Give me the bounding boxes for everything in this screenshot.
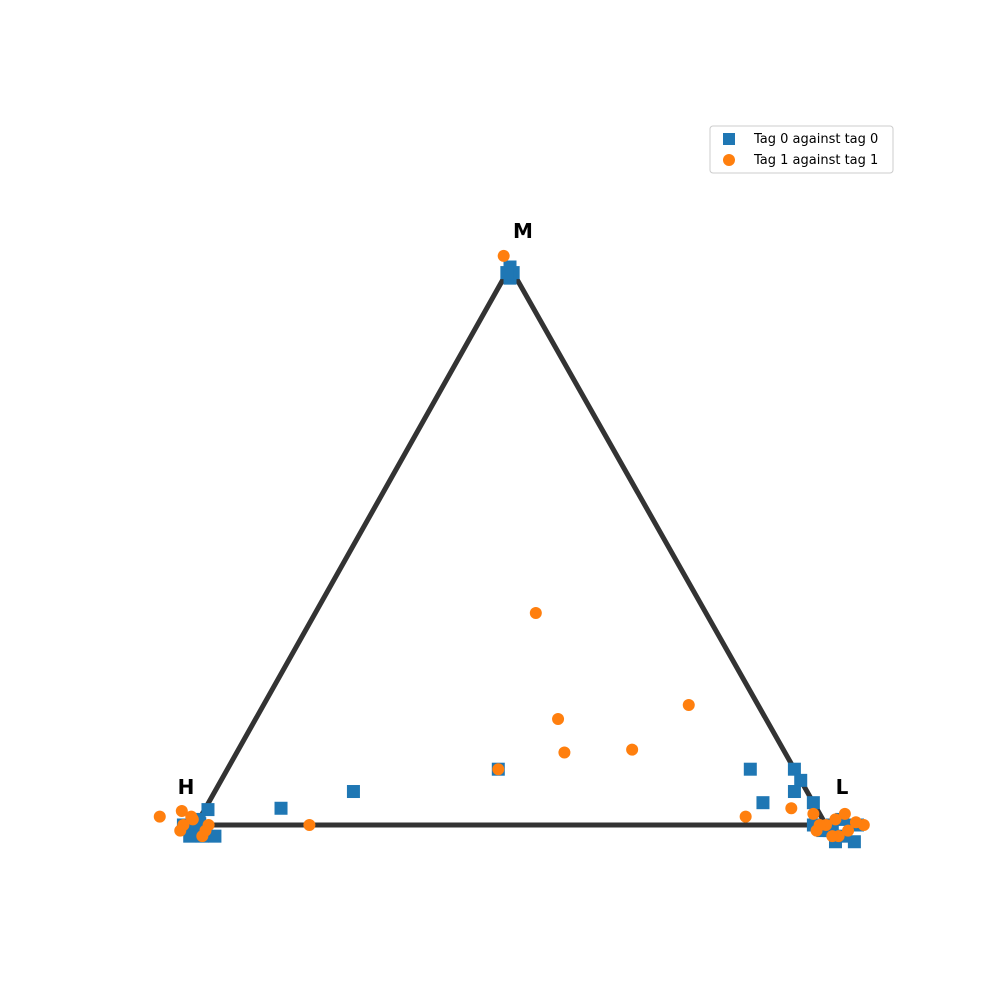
data-point-circle [826,830,839,843]
data-point-square [787,785,801,799]
data-point-circle [497,249,510,262]
legend-box [709,125,894,174]
data-point-circle [807,807,820,820]
data-point-square [346,785,360,799]
legend: Tag 0 against tag 0 Tag 1 against tag 1 [709,125,894,174]
data-point-circle [303,819,316,831]
series-tag0 [176,260,864,849]
data-point-circle [829,813,842,826]
data-point-square [806,796,820,810]
data-point-circle [785,802,798,815]
vertex-label-l: L [836,775,849,799]
data-point-square [787,762,801,776]
data-point-square [183,829,197,843]
data-point-circle [558,746,571,759]
data-point-square [756,796,770,810]
data-point-square [743,762,757,776]
data-point-circle [682,699,695,712]
data-points [153,249,870,849]
data-point-circle [153,810,166,823]
data-point-circle [552,712,565,725]
data-point-circle [185,810,198,823]
data-point-circle [842,824,855,837]
data-point-square [794,773,808,787]
data-point-square [274,801,288,815]
data-point-circle [739,810,752,823]
series-tag1 [153,249,870,843]
vertex-label-m: M [513,219,533,243]
data-point-circle [849,816,862,829]
data-point-circle [529,606,542,619]
data-point-circle [813,819,826,831]
vertex-labels: H M L [178,219,849,799]
vertex-label-h: H [178,775,195,799]
legend-marker-tag1 [723,154,735,166]
data-point-circle [838,807,851,820]
data-point-circle [199,824,212,837]
data-point-circle [174,824,187,837]
ternary-triangle-outline [191,261,831,828]
data-point-circle [626,743,639,756]
data-point-square [201,803,215,817]
data-point-circle [492,763,505,776]
legend-label-tag0: Tag 0 against tag 0 [753,132,878,147]
data-point-circle [175,805,188,818]
legend-label-tag1: Tag 1 against tag 1 [753,153,878,168]
data-point-square [500,266,514,280]
ternary-triangle [191,261,831,828]
data-point-square [208,829,222,843]
legend-marker-tag0 [723,133,735,145]
